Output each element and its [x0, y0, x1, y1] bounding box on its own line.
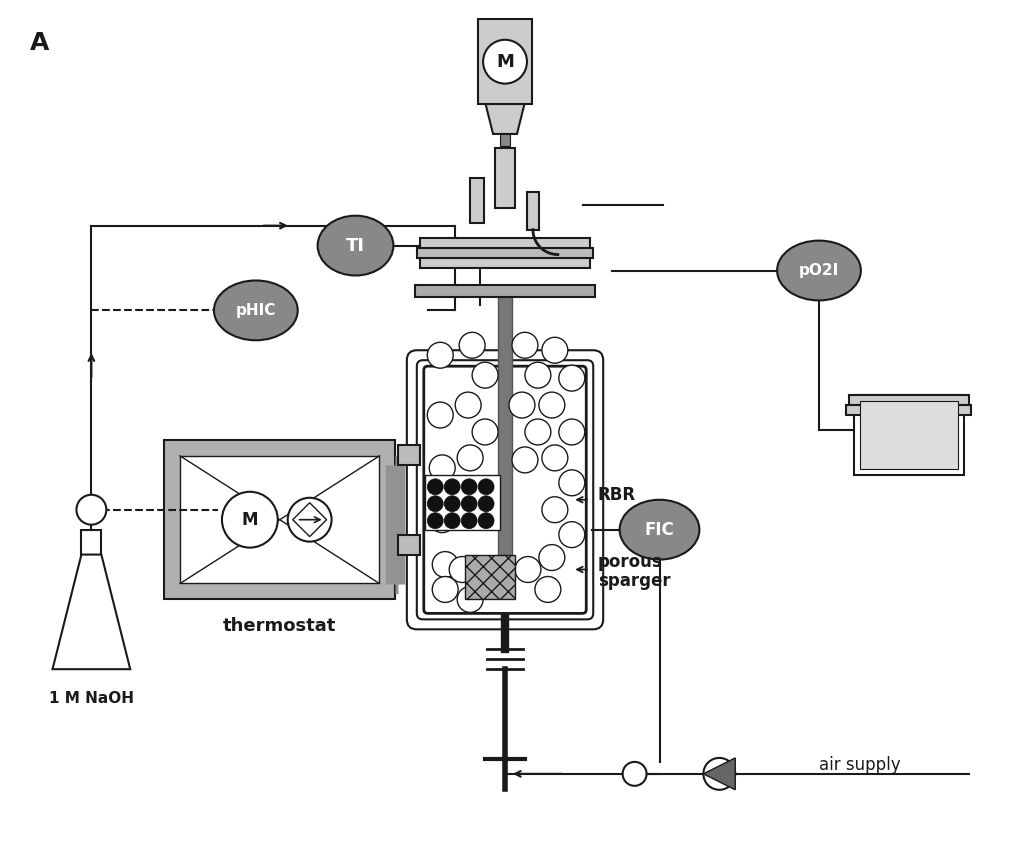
Circle shape [427, 342, 454, 368]
Circle shape [427, 496, 443, 512]
Circle shape [444, 496, 460, 512]
Circle shape [472, 419, 498, 445]
Bar [418, 248, 593, 257]
Circle shape [542, 445, 568, 471]
Bar [164, 440, 395, 599]
Circle shape [450, 557, 475, 582]
Bar [500, 174, 510, 186]
Bar [180, 456, 380, 583]
Circle shape [559, 365, 585, 391]
Bar [82, 530, 101, 554]
Circle shape [559, 469, 585, 496]
Text: thermostat: thermostat [223, 617, 337, 635]
Circle shape [542, 337, 568, 363]
Bar [849, 395, 969, 405]
Bar [495, 148, 515, 208]
Circle shape [461, 479, 477, 495]
Circle shape [427, 479, 443, 495]
Circle shape [703, 758, 735, 790]
Circle shape [478, 496, 494, 512]
Circle shape [77, 495, 106, 525]
Text: pO2I: pO2I [799, 263, 839, 278]
Bar [398, 535, 420, 554]
Circle shape [456, 392, 481, 418]
Text: A: A [30, 31, 49, 55]
Circle shape [472, 363, 498, 388]
Circle shape [432, 552, 458, 577]
Bar [420, 238, 590, 267]
Text: M: M [496, 53, 514, 70]
Bar [416, 285, 595, 297]
Bar [398, 445, 420, 465]
Ellipse shape [214, 280, 298, 340]
FancyBboxPatch shape [407, 351, 603, 629]
Circle shape [427, 513, 443, 529]
FancyBboxPatch shape [417, 360, 593, 620]
FancyBboxPatch shape [424, 366, 587, 613]
Circle shape [535, 576, 561, 603]
Circle shape [512, 332, 538, 358]
Bar [846, 405, 972, 415]
Ellipse shape [317, 216, 393, 275]
Circle shape [429, 455, 456, 481]
Text: M: M [242, 511, 258, 529]
Circle shape [539, 544, 565, 571]
Circle shape [539, 392, 565, 418]
Bar [500, 154, 510, 166]
Bar [860, 401, 957, 469]
Bar [498, 292, 512, 589]
Circle shape [509, 392, 535, 418]
Circle shape [512, 447, 538, 473]
Circle shape [559, 419, 585, 445]
Circle shape [525, 419, 551, 445]
Text: pHIC: pHIC [236, 303, 276, 318]
Circle shape [429, 507, 456, 532]
Polygon shape [52, 554, 130, 669]
Circle shape [432, 576, 458, 603]
Circle shape [461, 496, 477, 512]
Circle shape [457, 445, 483, 471]
Text: porous: porous [598, 553, 663, 571]
Text: RBR: RBR [598, 486, 636, 503]
Bar [465, 554, 515, 599]
Polygon shape [485, 104, 524, 134]
Text: TI: TI [346, 237, 365, 255]
Polygon shape [293, 503, 327, 537]
Circle shape [477, 561, 503, 588]
Text: sparger: sparger [598, 572, 671, 591]
Bar [854, 395, 964, 475]
Circle shape [459, 332, 485, 358]
Text: 1 M NaOH: 1 M NaOH [49, 691, 134, 706]
Circle shape [515, 557, 541, 582]
Text: FIC: FIC [645, 520, 675, 538]
Circle shape [222, 492, 278, 548]
Circle shape [457, 587, 483, 612]
Circle shape [559, 521, 585, 548]
Circle shape [542, 497, 568, 523]
Circle shape [288, 498, 332, 542]
Bar [527, 192, 539, 229]
Bar [425, 475, 500, 530]
Circle shape [525, 363, 551, 388]
Ellipse shape [620, 500, 699, 559]
Circle shape [461, 513, 477, 529]
Circle shape [478, 479, 494, 495]
Circle shape [478, 513, 494, 529]
Circle shape [444, 479, 460, 495]
Bar [500, 134, 510, 146]
Ellipse shape [777, 240, 861, 301]
Circle shape [427, 402, 454, 428]
Circle shape [483, 40, 527, 83]
Bar [470, 177, 484, 222]
Polygon shape [703, 758, 735, 790]
Text: air supply: air supply [819, 756, 901, 774]
Circle shape [623, 762, 646, 786]
Bar [477, 20, 532, 104]
Circle shape [444, 513, 460, 529]
